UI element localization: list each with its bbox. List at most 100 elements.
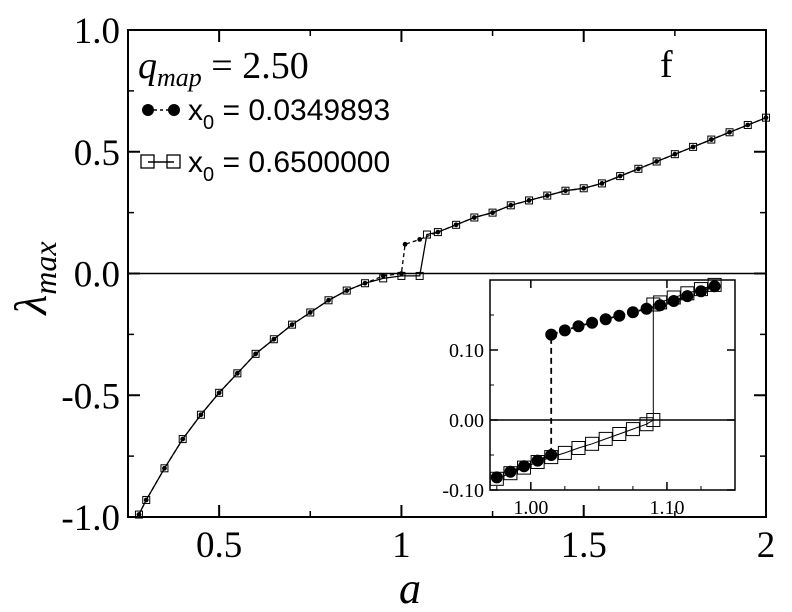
legend-sub: 0 <box>203 164 214 186</box>
y-tick-label: 0.0 <box>74 255 120 296</box>
legend-value: = 0.6500000 <box>214 146 390 179</box>
data-point <box>233 369 242 378</box>
qmap-symbol: q <box>138 45 157 87</box>
data-point <box>178 435 187 444</box>
legend-value: = 0.0349893 <box>214 94 390 127</box>
data-point <box>215 388 224 397</box>
data-point <box>196 410 205 419</box>
inset-data-point <box>653 295 668 310</box>
legend-marker <box>166 154 181 169</box>
data-point <box>306 308 315 317</box>
legend-label: x0 = 0.0349893 <box>188 94 390 134</box>
inset-data-point <box>666 290 681 305</box>
data-point <box>579 184 588 193</box>
data-point <box>288 320 297 329</box>
data-point <box>433 228 442 237</box>
y-axis-label: λmax <box>5 241 63 316</box>
data-point <box>269 335 278 344</box>
inset-data-point <box>613 309 626 322</box>
inset-series-line <box>496 284 715 480</box>
data-point <box>525 196 534 205</box>
y-tick-label: -0.5 <box>61 376 120 417</box>
x-tick-label: 1 <box>392 525 411 566</box>
qmap-label: qmap = 2.50 <box>138 45 309 92</box>
x-tick-label: 0.5 <box>196 525 242 566</box>
legend-entry: x0 = 0.6500000 <box>140 146 390 186</box>
legend-var: x <box>188 146 203 179</box>
data-point <box>251 349 260 358</box>
series-line <box>138 117 767 515</box>
y-tick-label: 0.5 <box>74 133 120 174</box>
inset-data-point <box>517 460 532 475</box>
y-axis-subscript: max <box>27 241 63 294</box>
data-point <box>422 230 431 239</box>
inset-y-tick-label: 0.00 <box>449 410 484 432</box>
data-point <box>488 208 497 217</box>
inset-data-point <box>544 450 559 465</box>
inset-x-tick-label: 1.10 <box>649 497 684 519</box>
y-axis-symbol: λ <box>5 295 56 317</box>
inset-data-point <box>680 286 695 301</box>
inset-data-point <box>599 313 612 326</box>
data-point <box>379 274 388 283</box>
legend-marker <box>140 154 155 169</box>
inset-data-point <box>586 316 599 329</box>
data-point <box>543 191 552 200</box>
data-point <box>342 286 351 295</box>
data-point <box>561 186 570 195</box>
legend-entry: x0 = 0.0349893 <box>142 94 390 134</box>
inset-data-point <box>646 413 661 427</box>
x-tick-label: 1.5 <box>561 525 607 566</box>
data-point <box>324 296 333 305</box>
inset-data-point <box>707 277 722 292</box>
data-point <box>397 271 406 280</box>
inset-data-point <box>545 328 558 341</box>
legend-marker <box>168 104 180 116</box>
data-point <box>597 179 606 188</box>
data-point <box>452 220 461 229</box>
y-tick-label: 1.0 <box>74 11 120 52</box>
data-point <box>402 241 408 247</box>
data-point <box>399 271 404 276</box>
inset-data-point <box>708 280 721 293</box>
data-point <box>652 157 661 166</box>
data-point <box>725 128 734 137</box>
main-plot: 0.5 1 1.5 2 -1.0 -0.5 0.0 0.5 1.0 a λmax qmap = 2.5… <box>5 11 775 612</box>
data-point <box>616 172 625 181</box>
inset-plot: 1.00 1.10 -0.10 0.00 0.10 <box>442 277 736 519</box>
inset-data-point <box>490 471 503 484</box>
inset-data-point <box>557 445 572 460</box>
inset-data-point <box>571 441 586 455</box>
data-point <box>360 279 369 288</box>
inset-data-point <box>681 290 694 303</box>
data-point <box>134 510 143 519</box>
data-point <box>417 237 423 242</box>
inset-data-point <box>612 427 627 441</box>
legend-label: x0 = 0.6500000 <box>188 146 390 186</box>
inset-x-tick-label: 1.00 <box>513 497 548 519</box>
inset-data-point <box>530 455 545 469</box>
data-point <box>707 135 716 144</box>
panel-label: f <box>660 44 673 86</box>
inset-data-point <box>626 306 639 319</box>
inset-y-tick-label: -0.10 <box>442 480 484 502</box>
inset-data-point <box>572 320 585 333</box>
qmap-value: = 2.50 <box>202 45 309 87</box>
inset-data-point <box>489 471 504 486</box>
inset-data-point <box>558 324 571 337</box>
y-tick-label: -1.0 <box>61 498 120 539</box>
data-point <box>689 142 698 151</box>
data-point <box>415 271 424 280</box>
inset-data-point <box>625 422 640 437</box>
inset-frame <box>489 279 736 491</box>
qmap-subscript: map <box>157 63 202 92</box>
x-axis-label: a <box>399 564 421 612</box>
inset-data-point <box>503 466 518 481</box>
inset-data-point <box>693 282 708 297</box>
legend-marker <box>142 104 154 116</box>
inset-data-point <box>585 436 600 451</box>
data-point <box>470 213 479 222</box>
inset-data-point <box>598 431 613 446</box>
legend-var: x <box>188 94 203 127</box>
